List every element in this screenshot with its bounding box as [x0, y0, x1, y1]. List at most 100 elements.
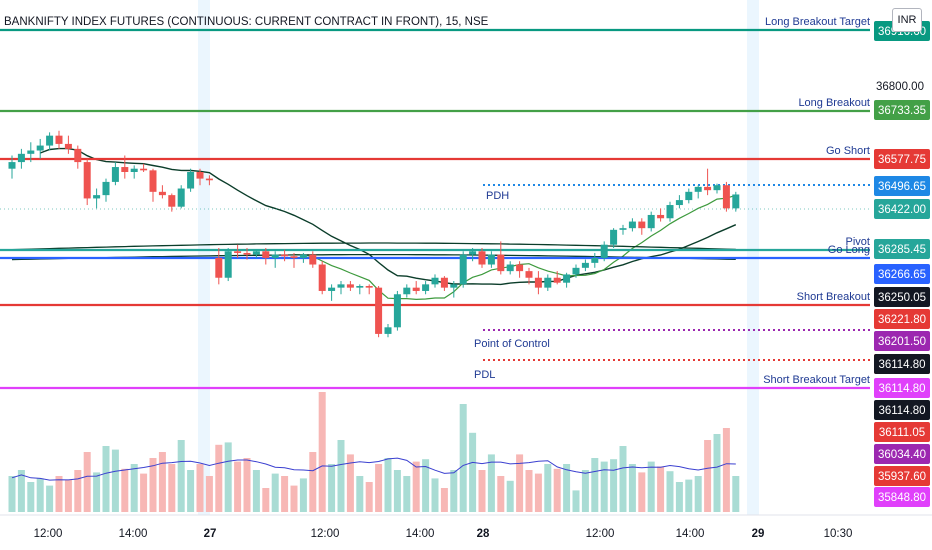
candle-body: [384, 327, 392, 334]
volume-bar: [412, 461, 420, 512]
volume-bar: [581, 470, 589, 512]
candle-body: [187, 172, 195, 189]
extra-price-label: 36114.80: [878, 405, 925, 417]
volume-bar: [215, 444, 223, 512]
level-label-go-long: Go Long: [828, 244, 870, 256]
time-tick-label: 29: [752, 528, 765, 540]
candle-body: [281, 254, 289, 257]
candle-body: [478, 251, 486, 265]
volume-bar: [299, 478, 307, 512]
ma-long-1-line: [11, 242, 736, 251]
time-tick-label: 12:00: [586, 528, 615, 540]
volume-bar: [337, 440, 345, 512]
volume-bar: [140, 473, 148, 512]
candle-body: [713, 185, 721, 191]
volume-bar: [516, 454, 524, 512]
volume-bar: [158, 452, 166, 512]
level-label-point-of-control: Point of Control: [474, 338, 550, 350]
volume-bar: [440, 488, 448, 512]
time-tick-label: 12:00: [34, 528, 63, 540]
volume-bar: [553, 468, 561, 512]
currency-badge[interactable]: INR: [892, 8, 922, 32]
volume-bar: [685, 479, 693, 512]
ma-20-line: [39, 147, 737, 286]
candle-body: [516, 264, 524, 272]
time-tick-label: 10:30: [824, 528, 853, 540]
extra-price-tag: [874, 487, 930, 507]
time-axis[interactable]: 12:00 14:00 27 12:00 14:00 28 12:00 14:00 29 10:3…: [0, 514, 932, 540]
candle-body: [647, 214, 655, 229]
volume-bar: [328, 464, 336, 512]
candle-body: [93, 195, 101, 199]
volume-bar: [168, 464, 176, 512]
candle-body: [365, 286, 373, 288]
volume-bar: [262, 488, 270, 512]
volume-bar: [459, 404, 467, 512]
candle-body: [375, 287, 383, 334]
volume-bar: [17, 470, 25, 512]
candle-body: [497, 254, 505, 272]
volume-bar: [534, 473, 542, 512]
price-tag: [874, 176, 930, 196]
volume-bar: [675, 482, 683, 512]
volume-bar: [46, 485, 54, 512]
candle-body: [215, 257, 223, 278]
volume-bar: [422, 459, 430, 512]
extra-price-tag: [874, 354, 930, 374]
price-tag: [874, 100, 930, 120]
extra-price-tag: [874, 444, 930, 464]
volume-bar: [544, 464, 552, 512]
extra-price-label: 36034.40: [878, 449, 926, 461]
candle-body: [422, 284, 430, 291]
level-label-pdl: PDL: [474, 369, 495, 381]
volume-bar: [74, 470, 82, 512]
candle-body: [534, 277, 542, 288]
candle-body: [666, 205, 674, 219]
candle-body: [64, 143, 72, 149]
volume-bar: [64, 479, 72, 512]
level-label-pdh: PDH: [486, 190, 509, 202]
volume-bar: [722, 428, 730, 512]
price-tag-label: 36114.80: [878, 383, 925, 395]
level-label-long-breakout: Long Breakout: [798, 97, 870, 109]
volume-bar: [36, 478, 44, 512]
candle-body: [685, 191, 693, 201]
last-price-label: 36422.00: [878, 204, 926, 216]
volume-bar: [93, 472, 101, 512]
candle-body: [525, 271, 533, 278]
chart-title: BANKNIFTY INDEX FUTURES (CONTINUOUS: CUR…: [4, 16, 489, 28]
volume-bar: [8, 476, 16, 512]
candle-body: [412, 287, 420, 291]
price-tag: [874, 264, 930, 284]
volume-bar: [83, 452, 91, 512]
candle-body: [459, 254, 467, 285]
level-label-go-short: Go Short: [826, 145, 870, 157]
volume-bar: [290, 485, 298, 512]
candle-body: [638, 221, 646, 229]
price-tag-label: 36733.35: [878, 105, 926, 117]
candle-body: [572, 267, 580, 275]
candlesticks[interactable]: [8, 130, 740, 338]
price-tag: [874, 378, 930, 398]
volume-bar: [365, 482, 373, 512]
candle-body: [403, 287, 411, 295]
candle-body: [732, 194, 740, 209]
candle-body: [243, 252, 251, 255]
candle-body: [252, 251, 260, 255]
volume-bar: [713, 434, 721, 512]
volume-bar: [403, 476, 411, 512]
volume-bar: [506, 480, 514, 512]
candle-body: [628, 221, 636, 229]
volume-bar: [478, 470, 486, 512]
candle-body: [17, 153, 25, 163]
volume-bar: [704, 440, 712, 512]
candle-body: [431, 277, 439, 285]
time-tick-label: 14:00: [119, 528, 148, 540]
ma-8-line: [293, 194, 736, 301]
price-axis[interactable]: 36916.6036733.3536577.7536496.6536285.45…: [874, 21, 930, 507]
extra-price-label: 36111.05: [879, 427, 925, 439]
volume-bar: [196, 464, 204, 512]
level-lines: [0, 28, 870, 390]
volume-bar: [281, 476, 289, 512]
